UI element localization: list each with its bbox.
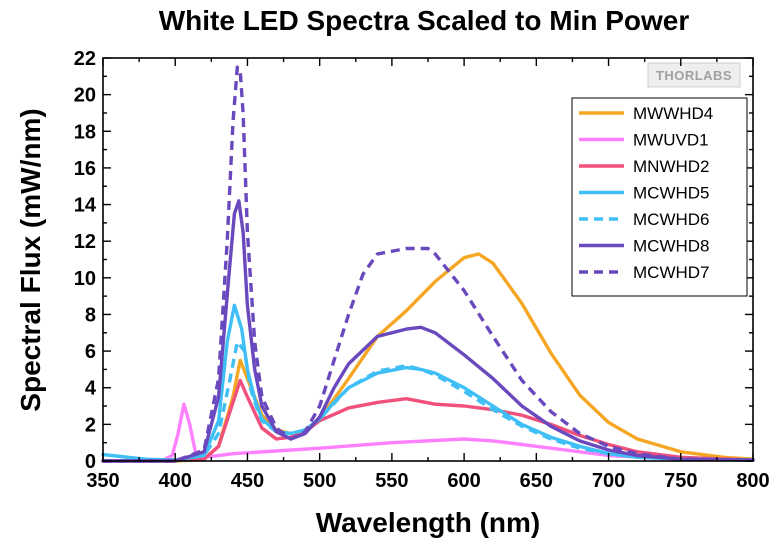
y-tick-label: 4 bbox=[85, 378, 97, 400]
legend-label-mcwhd5: MCWHD5 bbox=[633, 184, 710, 203]
x-tick-label: 500 bbox=[303, 470, 336, 492]
series-line-mcwhd8 bbox=[101, 199, 755, 463]
legend-label-mcwhd7: MCWHD7 bbox=[633, 263, 710, 282]
y-axis-label: Spectral Flux (mW/nm) bbox=[15, 108, 46, 411]
x-tick-label: 600 bbox=[447, 470, 480, 492]
y-tick-label: 6 bbox=[85, 341, 96, 363]
chart-title: White LED Spectra Scaled to Min Power bbox=[159, 5, 690, 36]
legend-label-mcwhd6: MCWHD6 bbox=[633, 210, 710, 229]
y-tick-label: 18 bbox=[74, 121, 96, 143]
legend-label-mcwhd8: MCWHD8 bbox=[633, 237, 710, 256]
x-tick-label: 450 bbox=[231, 470, 264, 492]
y-tick-label: 22 bbox=[74, 48, 96, 70]
y-tick-label: 16 bbox=[74, 158, 96, 180]
x-axis-label: Wavelength (nm) bbox=[316, 507, 541, 538]
y-tick-label: 0 bbox=[85, 451, 96, 473]
logo-text: THORLABS bbox=[656, 68, 732, 83]
x-tick-label: 800 bbox=[736, 470, 769, 492]
y-tick-label: 2 bbox=[85, 414, 96, 436]
y-tick-label: 12 bbox=[74, 231, 96, 253]
x-tick-label: 350 bbox=[86, 470, 119, 492]
x-tick-label: 400 bbox=[159, 470, 192, 492]
x-tick-label: 550 bbox=[375, 470, 408, 492]
y-tick-label: 8 bbox=[85, 304, 96, 326]
legend-label-mwwhd4: MWWHD4 bbox=[633, 104, 713, 123]
axis-ticks: 350 400 450 500 550 600 650 700 750 800 0 2 4 6 8 10 12 1… bbox=[74, 48, 770, 492]
y-tick-label: 10 bbox=[74, 268, 96, 290]
y-tick-label: 20 bbox=[74, 85, 96, 107]
series-line-mcwhd7 bbox=[103, 65, 754, 463]
legend: MWWHD4 MWUVD1 MNWHD2 MCWHD5 MCWHD6 MCWHD8 MCWH… bbox=[571, 97, 748, 297]
series-layer bbox=[101, 65, 755, 463]
x-tick-label: 650 bbox=[520, 470, 553, 492]
legend-box bbox=[571, 97, 748, 297]
y-tick-label: 14 bbox=[74, 195, 97, 217]
thorlabs-logo: THORLABS bbox=[647, 62, 741, 88]
legend-label-mwuvd1: MWUVD1 bbox=[633, 131, 709, 150]
legend-label-mnwhd2: MNWHD2 bbox=[633, 157, 710, 176]
x-tick-label: 750 bbox=[664, 470, 697, 492]
series-line-mwuvd1 bbox=[101, 402, 755, 463]
series-line-mcwhd6 bbox=[102, 340, 754, 463]
x-tick-label: 700 bbox=[592, 470, 625, 492]
series-line-mnwhd2 bbox=[101, 378, 755, 463]
